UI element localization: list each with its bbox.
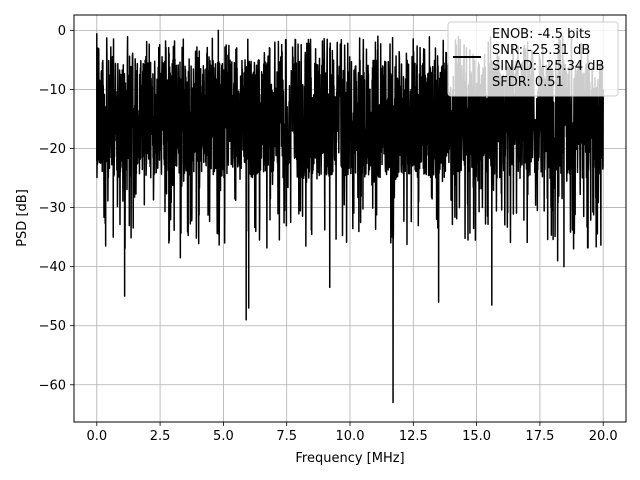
axis-ticks: 0.0 2.5 5.0 7.5 10.0 12.5 15.0 17.5 20.0 0 −10 −20 −… [39,24,618,444]
legend-box [447,21,619,97]
y-tick-label: −50 [39,319,66,334]
series-psd [96,29,604,404]
x-axis-label: Frequency [MHz] [295,451,404,466]
legend-entry-line: SFDR: 0.51 [492,75,564,90]
legend-entry-line: ENOB: -4.5 bits [492,27,591,42]
legend-entry-line: SINAD: -25.34 dB [492,59,604,74]
y-tick-label: −60 [39,378,66,393]
x-tick-label: 10.0 [336,429,365,444]
x-tick-label: 0.0 [86,429,107,444]
x-tick-label: 12.5 [399,429,428,444]
psd-trace-line [96,29,604,404]
y-tick-label: 0 [58,24,66,39]
legend: ENOB: -4.5 bits SNR: -25.31 dB SINAD: -25.… [447,21,619,97]
legend-entry-line: SNR: -25.31 dB [492,43,590,58]
legend-label: ENOB: -4.5 bits SNR: -25.31 dB SINAD: -25.… [492,27,604,90]
x-tick-label: 20.0 [589,429,618,444]
x-tick-label: 15.0 [462,429,491,444]
x-tick-label: 17.5 [525,429,554,444]
y-tick-label: −10 [39,83,66,98]
y-axis-label: PSD [dB] [15,189,30,247]
y-tick-label: −30 [39,201,66,216]
x-tick-label: 7.5 [276,429,297,444]
x-tick-label: 2.5 [150,429,171,444]
y-tick-label: −40 [39,260,66,275]
y-tick-label: −20 [39,142,66,157]
x-tick-label: 5.0 [213,429,234,444]
